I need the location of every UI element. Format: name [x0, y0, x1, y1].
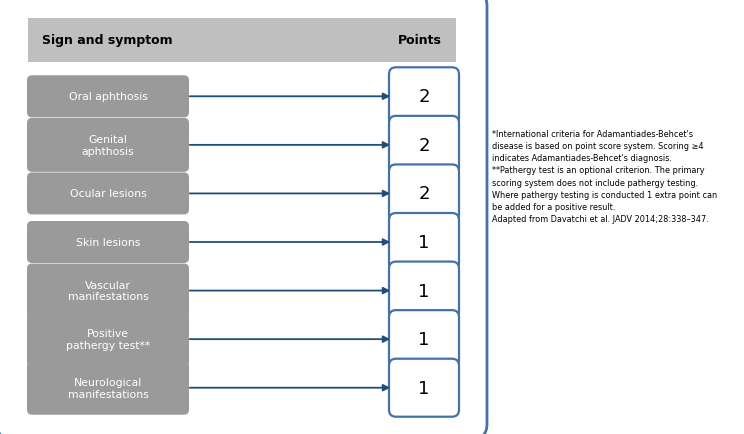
- Text: 1: 1: [418, 379, 430, 397]
- FancyBboxPatch shape: [389, 214, 459, 271]
- FancyBboxPatch shape: [27, 173, 189, 215]
- FancyBboxPatch shape: [389, 310, 459, 368]
- FancyBboxPatch shape: [27, 221, 189, 263]
- Text: Skin lesions: Skin lesions: [76, 237, 140, 247]
- Text: 1: 1: [418, 233, 430, 251]
- FancyBboxPatch shape: [27, 312, 189, 366]
- FancyBboxPatch shape: [27, 361, 189, 415]
- FancyBboxPatch shape: [0, 0, 487, 434]
- FancyBboxPatch shape: [28, 19, 456, 63]
- Text: 1: 1: [418, 282, 430, 300]
- FancyBboxPatch shape: [389, 68, 459, 126]
- Text: Ocular lesions: Ocular lesions: [70, 189, 147, 199]
- Text: *International criteria for Adamantiades-Behcet's
disease is based on point scor: *International criteria for Adamantiades…: [492, 130, 717, 224]
- FancyBboxPatch shape: [389, 165, 459, 223]
- Text: Oral aphthosis: Oral aphthosis: [68, 92, 147, 102]
- Text: Neurological
manifestations: Neurological manifestations: [68, 377, 148, 398]
- Text: Points: Points: [398, 34, 442, 47]
- FancyBboxPatch shape: [389, 359, 459, 417]
- Text: 1: 1: [418, 330, 430, 349]
- FancyBboxPatch shape: [27, 118, 189, 172]
- FancyBboxPatch shape: [27, 264, 189, 318]
- FancyBboxPatch shape: [389, 117, 459, 174]
- Text: Genital
aphthosis: Genital aphthosis: [82, 135, 135, 156]
- FancyBboxPatch shape: [389, 262, 459, 320]
- Text: Vascular
manifestations: Vascular manifestations: [68, 280, 148, 302]
- Text: Positive
pathergy test**: Positive pathergy test**: [66, 329, 150, 350]
- Text: 2: 2: [418, 185, 430, 203]
- Text: 2: 2: [418, 88, 430, 106]
- Text: 2: 2: [418, 137, 430, 155]
- Text: Sign and symptom: Sign and symptom: [42, 34, 173, 47]
- FancyBboxPatch shape: [27, 76, 189, 118]
